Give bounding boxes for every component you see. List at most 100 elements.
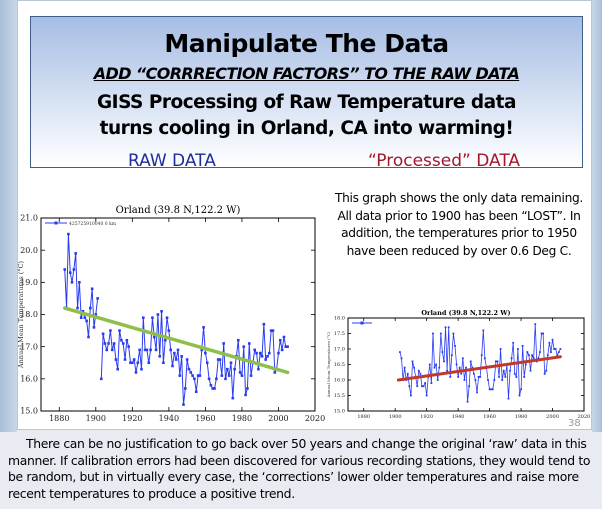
data-point — [499, 348, 502, 350]
data-point — [551, 338, 554, 341]
data-point — [509, 369, 511, 372]
data-point — [282, 335, 286, 339]
x-tick-label: 1980 — [515, 414, 528, 420]
data-point — [419, 372, 422, 375]
data-point — [123, 358, 127, 361]
data-point — [204, 351, 207, 355]
data-point — [162, 361, 165, 365]
data-point — [546, 354, 549, 357]
data-point — [494, 360, 497, 363]
data-point — [454, 345, 456, 347]
data-point — [147, 361, 151, 365]
data-point — [406, 372, 409, 375]
data-point — [537, 357, 540, 360]
data-point — [193, 377, 196, 381]
data-point — [435, 363, 438, 366]
data-point — [268, 351, 271, 355]
data-point — [479, 376, 482, 378]
data-point — [477, 376, 480, 378]
data-point — [125, 338, 129, 342]
y-tick-label: 20.0 — [20, 246, 38, 255]
data-point — [433, 366, 436, 369]
data-point — [443, 360, 445, 363]
data-point — [156, 313, 160, 316]
data-point — [138, 348, 141, 352]
data-point — [493, 379, 496, 381]
data-point — [85, 319, 88, 323]
data-point — [116, 367, 120, 371]
data-point — [455, 363, 458, 366]
data-point — [518, 394, 521, 397]
data-point — [70, 281, 74, 284]
data-point — [227, 374, 231, 377]
x-tick-label: 1940 — [159, 414, 179, 423]
data-point — [482, 329, 485, 332]
data-point — [255, 351, 258, 355]
y-tick-label: 16.0 — [20, 375, 38, 384]
data-point — [171, 364, 174, 368]
data-point — [158, 355, 162, 358]
data-point — [191, 374, 194, 377]
data-point — [490, 388, 493, 391]
data-point — [236, 338, 240, 342]
data-point — [278, 338, 282, 342]
legend-marker — [54, 221, 58, 225]
data-point — [458, 366, 461, 369]
data-point — [469, 360, 472, 363]
data-point — [134, 371, 138, 374]
x-tick-label: 1920 — [420, 414, 433, 420]
data-point — [436, 379, 439, 381]
data-point — [78, 281, 81, 284]
data-point — [83, 316, 87, 320]
y-tick-label: 16.5 — [334, 362, 345, 368]
data-point — [550, 351, 552, 353]
data-point — [131, 361, 134, 365]
data-point — [539, 351, 541, 353]
data-point — [553, 348, 556, 350]
data-point — [89, 306, 92, 310]
data-point — [163, 338, 167, 342]
chart-title: Orland (39.8 N,122.2 W) — [116, 205, 241, 216]
data-point — [441, 351, 444, 353]
data-point — [226, 367, 229, 371]
data-point — [222, 342, 225, 345]
data-point — [103, 342, 107, 345]
data-point — [151, 316, 154, 320]
data-point — [425, 394, 428, 397]
data-point — [507, 397, 510, 400]
data-point — [160, 309, 163, 313]
data-point — [90, 287, 94, 291]
x-tick-label: 2000 — [546, 414, 559, 420]
data-point — [400, 357, 403, 360]
data-point — [165, 316, 169, 320]
data-point — [273, 371, 277, 374]
data-point — [224, 377, 227, 381]
data-point — [141, 316, 145, 320]
raw-data-chart: Orland (39.8 N,122.2 W) 1880 1900 1920 1940 1… — [17, 205, 325, 423]
data-point — [471, 366, 474, 369]
data-point — [213, 387, 216, 390]
data-point — [149, 348, 152, 352]
slide-title: Manipulate The Data — [164, 29, 449, 58]
data-point — [105, 348, 109, 352]
data-point — [421, 385, 423, 388]
data-point — [174, 358, 178, 361]
footer-text: There can be no justification to go back… — [8, 436, 591, 501]
data-point — [187, 367, 191, 371]
data-point — [68, 271, 72, 274]
data-point — [474, 379, 477, 381]
data-point — [79, 316, 83, 320]
data-point — [430, 382, 433, 384]
data-point — [457, 376, 460, 378]
data-point — [178, 374, 182, 377]
data-point — [107, 342, 110, 345]
data-point — [439, 332, 442, 335]
data-point — [94, 313, 98, 316]
data-point — [264, 358, 267, 361]
y-tick-label: 17.0 — [20, 342, 38, 351]
data-point — [468, 385, 471, 388]
data-point — [136, 361, 140, 365]
data-point — [496, 360, 499, 363]
data-point — [205, 361, 209, 365]
x-tick-label: 1880 — [49, 414, 69, 423]
